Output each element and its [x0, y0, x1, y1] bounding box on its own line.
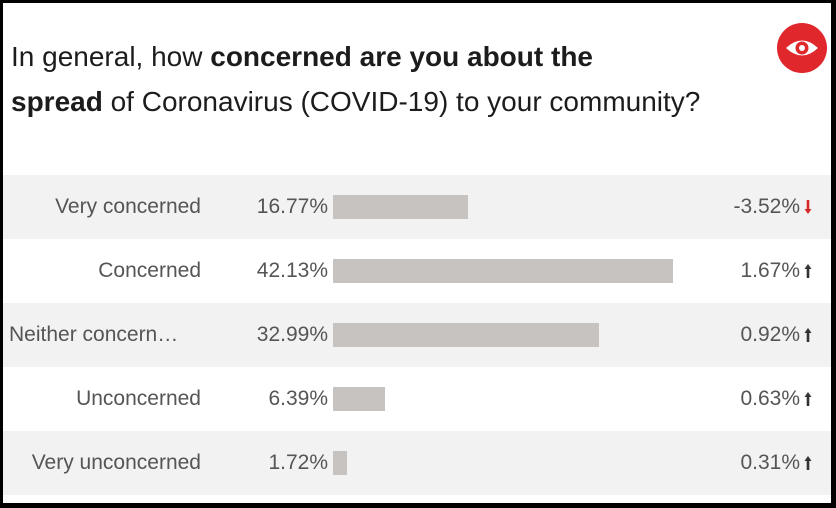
- arrow-down-icon: [804, 200, 812, 214]
- category-label: Very unconcerned: [31, 451, 201, 474]
- result-row: Very concerned 16.77% -3.52%: [3, 175, 831, 239]
- arrow-up-icon: [804, 456, 812, 470]
- change-label: -3.52%: [733, 195, 800, 218]
- bar: [333, 195, 468, 219]
- change-label: 0.92%: [740, 323, 800, 346]
- question-bold-part2: spread: [11, 86, 103, 117]
- value-label: 32.99%: [256, 323, 328, 346]
- arrow-up-icon: [804, 392, 812, 406]
- value-label: 6.39%: [268, 387, 328, 410]
- poll-card: In general, how concerned are you about …: [3, 3, 831, 503]
- question-title: In general, how concerned are you about …: [11, 34, 731, 124]
- result-row: Concerned 42.13% 1.67%: [3, 239, 831, 303]
- question-text-part1: In general, how: [11, 41, 211, 72]
- change-label: 1.67%: [740, 259, 800, 282]
- value-label: 42.13%: [256, 259, 328, 282]
- arrow-up-icon: [804, 328, 812, 342]
- result-row: Neither concern… 32.99% 0.92%: [3, 303, 831, 367]
- result-row: Very unconcerned 1.72% 0.31%: [3, 431, 831, 495]
- bar: [333, 259, 673, 283]
- bar: [333, 387, 385, 411]
- change-label: 0.31%: [740, 451, 800, 474]
- category-label: Unconcerned: [76, 387, 201, 410]
- category-label: Concerned: [98, 259, 201, 282]
- bar: [333, 451, 347, 475]
- arrow-up-icon: [804, 264, 812, 278]
- eye-icon: [777, 23, 827, 73]
- question-bold-part1: concerned are you about the: [210, 41, 593, 72]
- category-label: Very concerned: [55, 195, 201, 218]
- value-label: 1.72%: [268, 451, 328, 474]
- change-label: 0.63%: [740, 387, 800, 410]
- results-list: Very concerned 16.77% -3.52% Concerned 42.13…: [3, 175, 831, 495]
- bar: [333, 323, 599, 347]
- question-text-part2: of Coronavirus (COVID-19) to your commun…: [102, 86, 701, 117]
- result-row: Unconcerned 6.39% 0.63%: [3, 367, 831, 431]
- category-label: Neither concern…: [9, 323, 179, 346]
- value-label: 16.77%: [256, 195, 328, 218]
